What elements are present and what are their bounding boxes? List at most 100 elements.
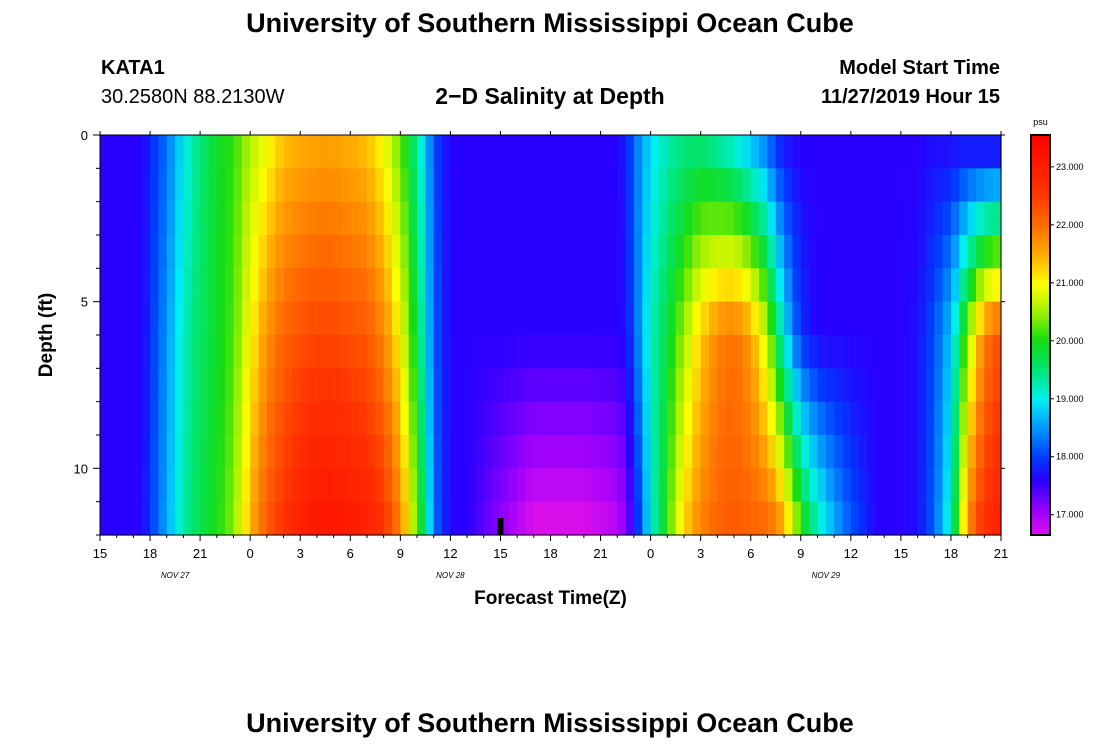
colorbar-strip [1031, 390, 1050, 394]
heatmap-cell [909, 501, 919, 536]
heatmap-cell [533, 201, 543, 236]
heatmap-cell [283, 268, 293, 303]
heatmap-cell [517, 435, 527, 469]
heatmap-cell [358, 368, 368, 403]
heatmap-cell [859, 135, 869, 169]
heatmap-cell [116, 201, 126, 236]
heatmap-cell [984, 235, 994, 269]
heatmap-cell [700, 501, 710, 536]
heatmap-cell [959, 135, 969, 169]
heatmap-cell [984, 301, 994, 336]
heatmap-cell [600, 468, 610, 503]
heatmap-cell [433, 401, 443, 436]
heatmap-cell [717, 435, 727, 469]
heatmap-cell [150, 468, 159, 503]
heatmap-cell [692, 435, 702, 469]
heatmap-cell [492, 435, 502, 469]
colorbar-strip [1031, 477, 1050, 481]
heatmap-cell [525, 335, 535, 369]
heatmap-cell [316, 268, 326, 303]
heatmap-cell [366, 301, 376, 336]
colorbar-strip [1031, 312, 1050, 316]
colorbar-strip [1031, 212, 1050, 216]
heatmap-cell [450, 268, 460, 303]
heatmap-cell [433, 168, 443, 203]
heatmap-cell [175, 235, 185, 269]
heatmap-cell [266, 368, 276, 403]
heatmap-cell [792, 435, 802, 469]
heatmap-cell [967, 435, 977, 469]
heatmap-cell [425, 301, 435, 336]
heatmap-cell [166, 268, 176, 303]
heatmap-cell [675, 135, 685, 169]
heatmap-cell [150, 168, 159, 203]
heatmap-cell [775, 235, 785, 269]
plot-title-text: 2−D Salinity at Depth [435, 83, 665, 109]
colorbar-strip [1031, 345, 1050, 349]
x-tick-label: 0 [647, 546, 654, 561]
heatmap-cell [967, 368, 977, 403]
heatmap-cell [925, 201, 935, 236]
heatmap-cell [183, 435, 193, 469]
heatmap-cell [717, 301, 727, 336]
heatmap-cell [734, 368, 743, 403]
heatmap-cell [742, 501, 752, 536]
heatmap-cell [650, 135, 660, 169]
heatmap-cell [116, 268, 126, 303]
heatmap-cell [633, 301, 643, 336]
heatmap-cell [692, 268, 702, 303]
heatmap-cell [959, 235, 969, 269]
heatmap-cell [250, 268, 260, 303]
heatmap-cell [175, 268, 185, 303]
heatmap-cell [934, 435, 944, 469]
heatmap-cell [400, 501, 410, 536]
heatmap-cell [934, 401, 944, 436]
heatmap-cell [667, 201, 677, 236]
heatmap-cell [191, 401, 201, 436]
heatmap-cell [750, 301, 760, 336]
heatmap-cell [183, 401, 193, 436]
heatmap-cell [241, 268, 251, 303]
heatmap-cell [258, 368, 268, 403]
heatmap-cell [400, 368, 410, 403]
heatmap-cell [308, 235, 318, 269]
heatmap-cell [583, 501, 593, 536]
heatmap-cell [241, 501, 251, 536]
heatmap-cell [984, 201, 994, 236]
colorbar-strip [1031, 232, 1050, 236]
heatmap-cell [967, 235, 977, 269]
heatmap-cell [775, 201, 785, 236]
heatmap-cell [817, 468, 827, 503]
colorbar-strip [1031, 250, 1050, 254]
colorbar-strip [1031, 452, 1050, 456]
colorbar-strip [1031, 325, 1050, 329]
heatmap-cell [583, 135, 593, 169]
heatmap-cell [467, 301, 477, 336]
heatmap-cell [225, 368, 235, 403]
heatmap-cell [208, 135, 218, 169]
heatmap-cell [375, 268, 385, 303]
heatmap-cell [200, 201, 210, 236]
colorbar-strip [1031, 305, 1050, 309]
heatmap-cell [700, 335, 710, 369]
heatmap-cell [458, 135, 468, 169]
heatmap-cell [250, 401, 260, 436]
y-tick-label: 0 [81, 128, 88, 143]
heatmap-cell [725, 201, 735, 236]
heatmap-cell [408, 368, 418, 403]
colorbar-strip [1031, 330, 1050, 334]
heatmap-cell [442, 135, 451, 169]
heatmap-cell [225, 268, 235, 303]
heatmap-cell [834, 435, 844, 469]
colorbar-strip [1031, 352, 1050, 356]
colorbar-strip [1031, 417, 1050, 421]
heatmap-cell [316, 235, 326, 269]
heatmap-cell [892, 135, 902, 169]
heatmap-cell [433, 135, 443, 169]
heatmap-cell [850, 235, 860, 269]
heatmap-cell [842, 435, 852, 469]
heatmap-cell [475, 368, 485, 403]
heatmap-cell [558, 135, 568, 169]
heatmap-cell [750, 468, 760, 503]
heatmap-cell [717, 368, 727, 403]
